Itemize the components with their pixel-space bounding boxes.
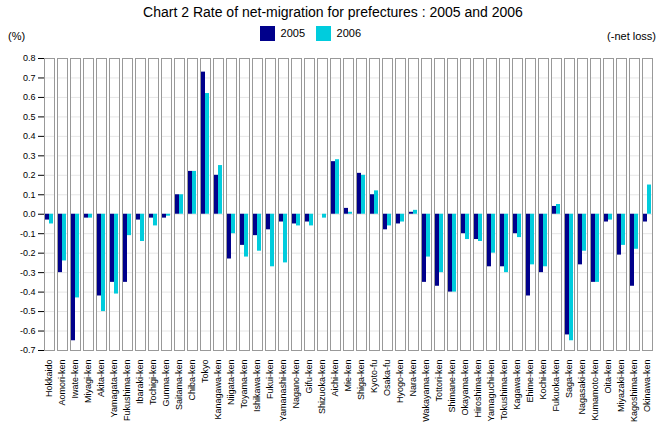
svg-text:-0.6: -0.6: [20, 326, 36, 336]
svg-text:Gunma-ken: Gunma-ken: [161, 360, 171, 407]
svg-text:Ishikawa-ken: Ishikawa-ken: [252, 360, 262, 413]
svg-text:-0.3: -0.3: [20, 268, 36, 278]
svg-text:Nagasaki-ken: Nagasaki-ken: [577, 360, 587, 415]
svg-text:0.7: 0.7: [23, 73, 36, 83]
svg-text:Toyama-ken: Toyama-ken: [239, 360, 249, 409]
svg-text:Nagano-ken: Nagano-ken: [291, 360, 301, 409]
svg-text:Okayama-ken: Okayama-ken: [460, 360, 470, 416]
svg-text:Wakayama-ken: Wakayama-ken: [421, 360, 431, 422]
svg-text:Oita-ken: Oita-ken: [603, 360, 613, 394]
svg-text:Hokkaido: Hokkaido: [44, 360, 54, 398]
svg-text:Iwate-ken: Iwate-ken: [70, 360, 80, 399]
svg-text:Osaka-fu: Osaka-fu: [382, 360, 392, 397]
svg-text:0.4: 0.4: [23, 131, 36, 141]
svg-text:Aichi-ken: Aichi-ken: [330, 360, 340, 397]
svg-text:0.0: 0.0: [23, 209, 36, 219]
html-text:2006: 2006: [336, 27, 362, 40]
svg-text:Saitama-ken: Saitama-ken: [174, 360, 184, 411]
svg-text:Okinawa-ken: Okinawa-ken: [642, 360, 652, 413]
svg-text:0.1: 0.1: [23, 190, 36, 200]
svg-text:Fukuoka-ken: Fukuoka-ken: [551, 360, 561, 412]
svg-text:Yamagata-ken: Yamagata-ken: [109, 360, 119, 418]
svg-text:0.6: 0.6: [23, 92, 36, 102]
svg-text:Kagawa-ken: Kagawa-ken: [512, 360, 522, 410]
svg-text:Ibaraki-ken: Ibaraki-ken: [135, 360, 145, 405]
svg-text:-0.5: -0.5: [20, 306, 36, 316]
svg-text:0.2: 0.2: [23, 170, 36, 180]
svg-text:Nara-ken: Nara-ken: [408, 360, 418, 397]
svg-text:Mie-ken: Mie-ken: [343, 360, 353, 392]
svg-text:Gifu-ken: Gifu-ken: [304, 360, 314, 394]
svg-text:Miyazaki-ken: Miyazaki-ken: [616, 360, 626, 413]
html-text:(-net loss): (-net loss): [607, 30, 656, 42]
svg-text:Yamanashi-ken: Yamanashi-ken: [278, 360, 288, 422]
svg-text:Tokushima-ken: Tokushima-ken: [499, 360, 509, 421]
svg-text:Shiga-ken: Shiga-ken: [356, 360, 366, 401]
svg-text:Miyagi-ken: Miyagi-ken: [83, 360, 93, 404]
svg-text:Kyoto-fu: Kyoto-fu: [369, 360, 379, 394]
svg-text:Ehime-ken: Ehime-ken: [525, 360, 535, 403]
svg-text:Kochi-ken: Kochi-ken: [538, 360, 548, 400]
svg-text:Shizuoka-ken: Shizuoka-ken: [317, 360, 327, 415]
svg-text:Fukui-ken: Fukui-ken: [265, 360, 275, 400]
svg-text:Hiroshima-ken: Hiroshima-ken: [473, 360, 483, 418]
svg-text:Chiba-ken: Chiba-ken: [187, 360, 197, 401]
svg-text:Tokyo: Tokyo: [200, 360, 210, 384]
svg-text:Tottori-ken: Tottori-ken: [434, 360, 444, 402]
svg-text:-0.7: -0.7: [20, 345, 36, 355]
svg-text:Hyogo-ken: Hyogo-ken: [395, 360, 405, 404]
svg-text:Tochigi-ken: Tochigi-ken: [148, 360, 158, 406]
html-text:Chart 2 Rate of net-migration: Chart 2 Rate of net-migration for prefec…: [143, 4, 523, 20]
svg-text:0.5: 0.5: [23, 112, 36, 122]
svg-text:Akita-ken: Akita-ken: [96, 360, 106, 398]
svg-text:Fukushima-ken: Fukushima-ken: [122, 360, 132, 422]
svg-text:0.3: 0.3: [23, 151, 36, 161]
svg-text:Kumamoto-ken: Kumamoto-ken: [590, 360, 600, 421]
svg-text:Niigata-ken: Niigata-ken: [226, 360, 236, 406]
svg-text:-0.2: -0.2: [20, 248, 36, 258]
svg-text:Shimane-ken: Shimane-ken: [447, 360, 457, 413]
svg-text:Kagoshima-ken: Kagoshima-ken: [629, 360, 639, 423]
svg-text:0.8: 0.8: [23, 53, 36, 63]
svg-text:-0.4: -0.4: [20, 287, 36, 297]
svg-text:Yamaguchi-ken: Yamaguchi-ken: [486, 360, 496, 422]
svg-text:Saga-ken: Saga-ken: [564, 360, 574, 399]
svg-text:-0.1: -0.1: [20, 229, 36, 239]
svg-text:Kanagawa-ken: Kanagawa-ken: [213, 360, 223, 420]
svg-text:Aomori-ken: Aomori-ken: [57, 360, 67, 406]
html-text:2005: 2005: [280, 27, 306, 40]
